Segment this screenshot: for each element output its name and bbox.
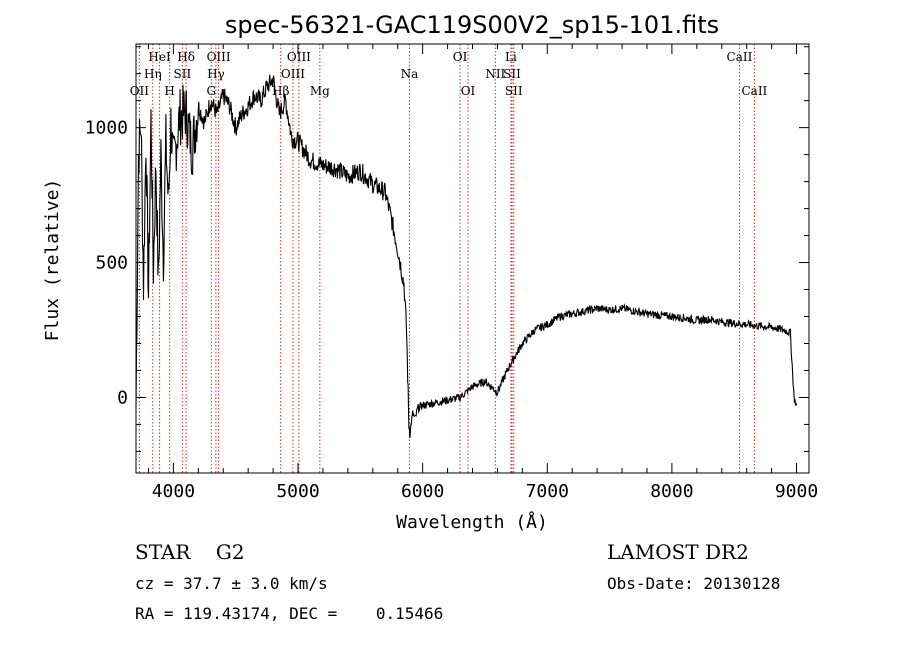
spectral-line-label: OIII bbox=[207, 50, 231, 64]
x-tick-label: 5000 bbox=[276, 481, 319, 502]
chart-title: spec-56321-GAC119S00V2_sp15-101.fits bbox=[225, 11, 719, 39]
plot-frame bbox=[135, 43, 810, 474]
x-tick-label: 9000 bbox=[775, 481, 818, 502]
spectral-line-label: Hγ bbox=[207, 67, 225, 81]
spectral-line-label: H bbox=[164, 84, 174, 98]
axis-tick-labels: 4000 5000 6000 7000 8000 9000 0 500 1000 bbox=[85, 118, 819, 502]
spectral-line-label: CaII bbox=[741, 84, 767, 98]
survey-name: LAMOST DR2 bbox=[607, 540, 749, 564]
spectral-line-label: Na bbox=[401, 67, 419, 81]
axis-ticks bbox=[136, 44, 809, 473]
spectral-line-label: OIII bbox=[281, 67, 305, 81]
spectral-line-label: G bbox=[206, 84, 216, 98]
spectral-line-label: SII bbox=[503, 67, 521, 81]
object-class: STAR G2 bbox=[135, 540, 245, 564]
spectral-line-label: Hη bbox=[144, 67, 162, 81]
x-axis-label: Wavelength (Å) bbox=[396, 511, 548, 533]
x-tick-label: 7000 bbox=[526, 481, 569, 502]
spectral-line-label: CaII bbox=[727, 50, 753, 64]
spectral-line-label: OI bbox=[453, 50, 468, 64]
spectral-line-markers bbox=[138, 44, 755, 473]
spectrum-line bbox=[135, 74, 798, 439]
spectral-line-label: NII bbox=[485, 67, 505, 81]
spectral-line-label: Mg bbox=[310, 84, 330, 98]
spectral-line-label: HeI bbox=[148, 50, 171, 64]
spectral-line-label: SII bbox=[505, 84, 523, 98]
y-axis-label: Flux (relative) bbox=[42, 179, 63, 342]
x-tick-label: 8000 bbox=[650, 481, 693, 502]
spectral-line-label: OIII bbox=[287, 50, 311, 64]
redshift-cz: cz = 37.7 ± 3.0 km/s bbox=[135, 574, 328, 593]
y-tick-label: 500 bbox=[95, 253, 128, 274]
spectral-line-labels: OIIHηHeIHSIIHδGHγOIIIHβOIIIOIIIMgNaOIOIN… bbox=[130, 50, 768, 98]
y-tick-label: 0 bbox=[117, 387, 128, 408]
observation-date: Obs-Date: 20130128 bbox=[607, 574, 781, 593]
spectral-line-label: Li bbox=[505, 50, 517, 64]
spectral-line-label: OII bbox=[130, 84, 150, 98]
spectral-line-label: OI bbox=[461, 84, 476, 98]
y-tick-label: 1000 bbox=[85, 118, 128, 139]
x-tick-label: 6000 bbox=[401, 481, 444, 502]
spectral-line-label: SII bbox=[174, 67, 192, 81]
ra-dec-coordinates: RA = 119.43174, DEC = 0.15466 bbox=[135, 604, 444, 623]
spectral-line-label: Hδ bbox=[177, 50, 195, 64]
x-tick-label: 4000 bbox=[152, 481, 195, 502]
